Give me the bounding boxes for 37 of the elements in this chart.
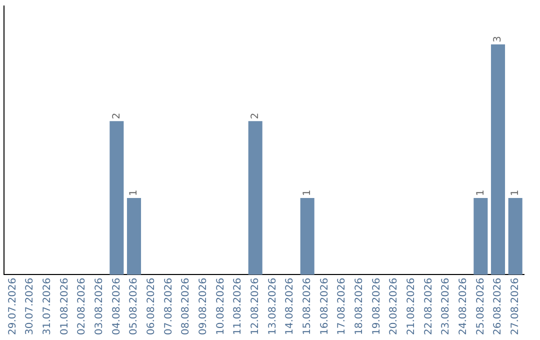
x-tick-label: 27.08.2026 xyxy=(510,278,521,336)
x-tick-label: 14.08.2026 xyxy=(284,278,296,336)
data-label: 2 xyxy=(250,112,261,120)
x-tick-label: 09.08.2026 xyxy=(198,278,209,336)
data-label: 1 xyxy=(128,190,140,196)
x-tick-label: 26.08.2026 xyxy=(492,278,504,336)
x-tick-label: 22.08.2026 xyxy=(423,278,434,336)
x-tick-label: 19.08.2026 xyxy=(371,278,382,336)
x-tick-label: 16.08.2026 xyxy=(319,278,330,336)
x-tick-label: 30.07.2026 xyxy=(24,278,36,336)
x-tick-label: 04.08.2026 xyxy=(111,278,122,336)
data-label: 1 xyxy=(475,190,486,196)
x-tick-label: 18.08.2026 xyxy=(354,278,365,336)
x-tick-label: 08.08.2026 xyxy=(180,278,192,336)
data-label: 1 xyxy=(510,190,521,196)
x-tick-label: 20.08.2026 xyxy=(388,278,400,336)
x-tick-label: 06.08.2026 xyxy=(146,278,157,336)
x-tick-label: 21.08.2026 xyxy=(406,278,417,336)
x-tick-label: 11.08.2026 xyxy=(232,278,244,336)
x-tick-label: 17.08.2026 xyxy=(336,278,348,336)
data-label: 2 xyxy=(111,112,122,120)
x-tick-label: 01.08.2026 xyxy=(59,278,70,336)
x-tick-label: 24.08.2026 xyxy=(458,278,469,336)
x-tick-label: 02.08.2026 xyxy=(76,278,88,336)
x-tick-label: 10.08.2026 xyxy=(215,278,226,336)
x-tick-label: 03.08.2026 xyxy=(94,278,105,336)
x-tick-label: 25.08.2026 xyxy=(475,278,486,336)
x-tick-label: 13.08.2026 xyxy=(267,278,278,336)
x-tick-label: 29.07.2026 xyxy=(7,278,18,336)
x-tick-label: 15.08.2026 xyxy=(302,278,313,336)
x-tick-label: 12.08.2026 xyxy=(250,278,261,336)
data-label: 1 xyxy=(302,190,313,196)
data-label: 3 xyxy=(492,36,504,42)
x-tick-label: 05.08.2026 xyxy=(128,278,140,336)
x-tick-label: 07.08.2026 xyxy=(163,278,174,336)
x-tick-label: 23.08.2026 xyxy=(440,278,452,336)
x-tick-label: 31.07.2026 xyxy=(42,278,53,336)
